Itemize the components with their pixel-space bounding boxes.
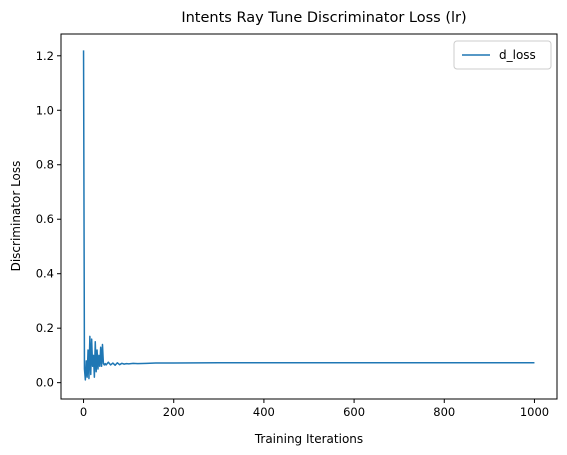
series-line-d-loss [82, 50, 535, 381]
legend-label-d-loss: d_loss [499, 48, 536, 62]
y-tick-label: 1.0 [36, 103, 54, 117]
x-tick-label: 600 [343, 405, 365, 419]
y-tick-label: 0.0 [36, 376, 54, 390]
y-axis: 0.0 0.2 0.4 0.6 0.8 1.0 1.2 [36, 49, 61, 390]
legend[interactable]: d_loss [453, 40, 552, 70]
y-tick-label: 0.2 [36, 321, 54, 335]
plot-area [60, 33, 558, 400]
x-axis-label: Training Iterations [254, 432, 363, 446]
x-tick-label: 200 [163, 405, 185, 419]
y-tick-label: 0.6 [36, 212, 54, 226]
y-tick-label: 0.8 [36, 158, 54, 172]
x-tick-label: 1000 [520, 405, 549, 419]
y-axis-label: Discriminator Loss [9, 161, 23, 272]
series-group [82, 50, 535, 381]
x-tick-label: 400 [253, 405, 275, 419]
x-tick-label: 0 [80, 405, 87, 419]
legend-box [453, 40, 552, 70]
axes-frame [60, 33, 558, 400]
x-tick-label: 800 [433, 405, 455, 419]
chart-title: Intents Ray Tune Discriminator Loss (lr) [181, 10, 466, 26]
y-tick-label: 0.4 [36, 267, 54, 281]
y-tick-label: 1.2 [36, 49, 54, 63]
x-axis: 0 200 400 600 800 1000 [80, 399, 549, 419]
